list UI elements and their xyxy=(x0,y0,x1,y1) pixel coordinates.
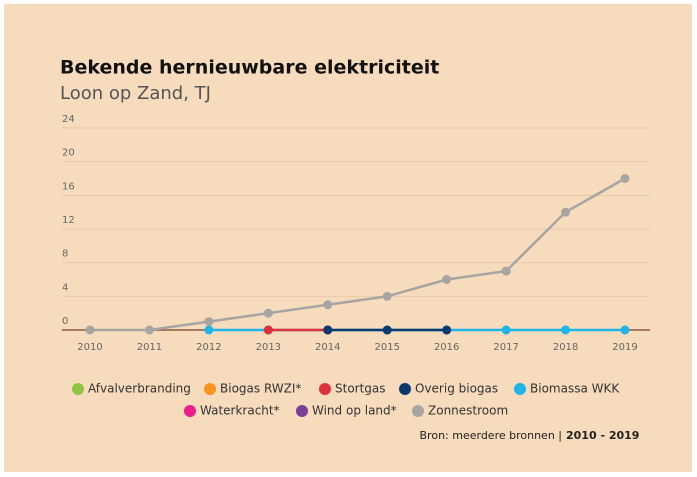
y-tick-label: 24 xyxy=(62,114,75,125)
series-point xyxy=(561,325,571,335)
x-tick-label: 2011 xyxy=(137,342,162,353)
legend-label: Waterkracht* xyxy=(200,404,280,418)
y-tick-label: 0 xyxy=(62,316,68,327)
x-tick-label: 2017 xyxy=(493,342,518,353)
x-tick-label: 2019 xyxy=(612,342,637,353)
y-tick-label: 8 xyxy=(62,249,68,260)
y-tick-label: 20 xyxy=(62,148,75,159)
series-point xyxy=(620,174,630,183)
x-tick-label: 2010 xyxy=(77,342,102,353)
legend-swatch xyxy=(412,405,424,417)
series-point xyxy=(501,325,511,335)
legend-label: Overig biogas xyxy=(415,382,498,396)
y-tick-label: 12 xyxy=(62,215,75,226)
series-point xyxy=(85,325,95,335)
series-point xyxy=(144,325,154,335)
legend-label: Biomassa WKK xyxy=(530,382,620,396)
x-tick-label: 2018 xyxy=(553,342,578,353)
x-tick-label: 2016 xyxy=(434,342,459,353)
series-point xyxy=(620,325,630,335)
series-point xyxy=(204,317,214,327)
legend-label: Zonnestroom xyxy=(428,404,508,418)
series-point xyxy=(442,275,452,284)
period: 2010 - 2019 xyxy=(566,429,639,442)
legend-label: Afvalverbranding xyxy=(88,382,191,396)
x-tick-label: 2014 xyxy=(315,342,340,353)
chart-title: Bekende hernieuwbare elektriciteit xyxy=(60,57,439,79)
x-tick-label: 2012 xyxy=(196,342,221,353)
legend-swatch xyxy=(514,383,526,395)
x-tick-label: 2013 xyxy=(256,342,281,353)
series-point xyxy=(323,300,333,310)
series-line xyxy=(90,177,626,332)
legend-label: Biogas RWZI* xyxy=(220,382,301,396)
series-point xyxy=(501,266,511,276)
legend-swatch xyxy=(72,383,84,395)
source: Bron: meerdere bronnen | xyxy=(420,429,562,442)
legend-swatch xyxy=(184,405,196,417)
series-point xyxy=(323,325,333,335)
series-point xyxy=(263,325,273,335)
series-point xyxy=(561,207,571,217)
series-point xyxy=(204,325,214,335)
legend-swatch xyxy=(204,383,216,395)
y-tick-label: 16 xyxy=(62,181,75,192)
card xyxy=(4,4,692,472)
legend-label: Stortgas xyxy=(335,382,386,396)
chart-subtitle: Loon op Zand, TJ xyxy=(60,83,211,104)
legend-label: Wind op land* xyxy=(312,404,397,418)
series-point xyxy=(442,325,452,335)
legend-swatch xyxy=(319,383,331,395)
series-point xyxy=(382,325,392,335)
series-point xyxy=(263,308,273,318)
y-tick-label: 4 xyxy=(62,282,68,293)
series-point xyxy=(382,291,392,301)
legend-swatch xyxy=(399,383,411,395)
legend-swatch xyxy=(296,405,308,417)
x-tick-label: 2015 xyxy=(374,342,399,353)
